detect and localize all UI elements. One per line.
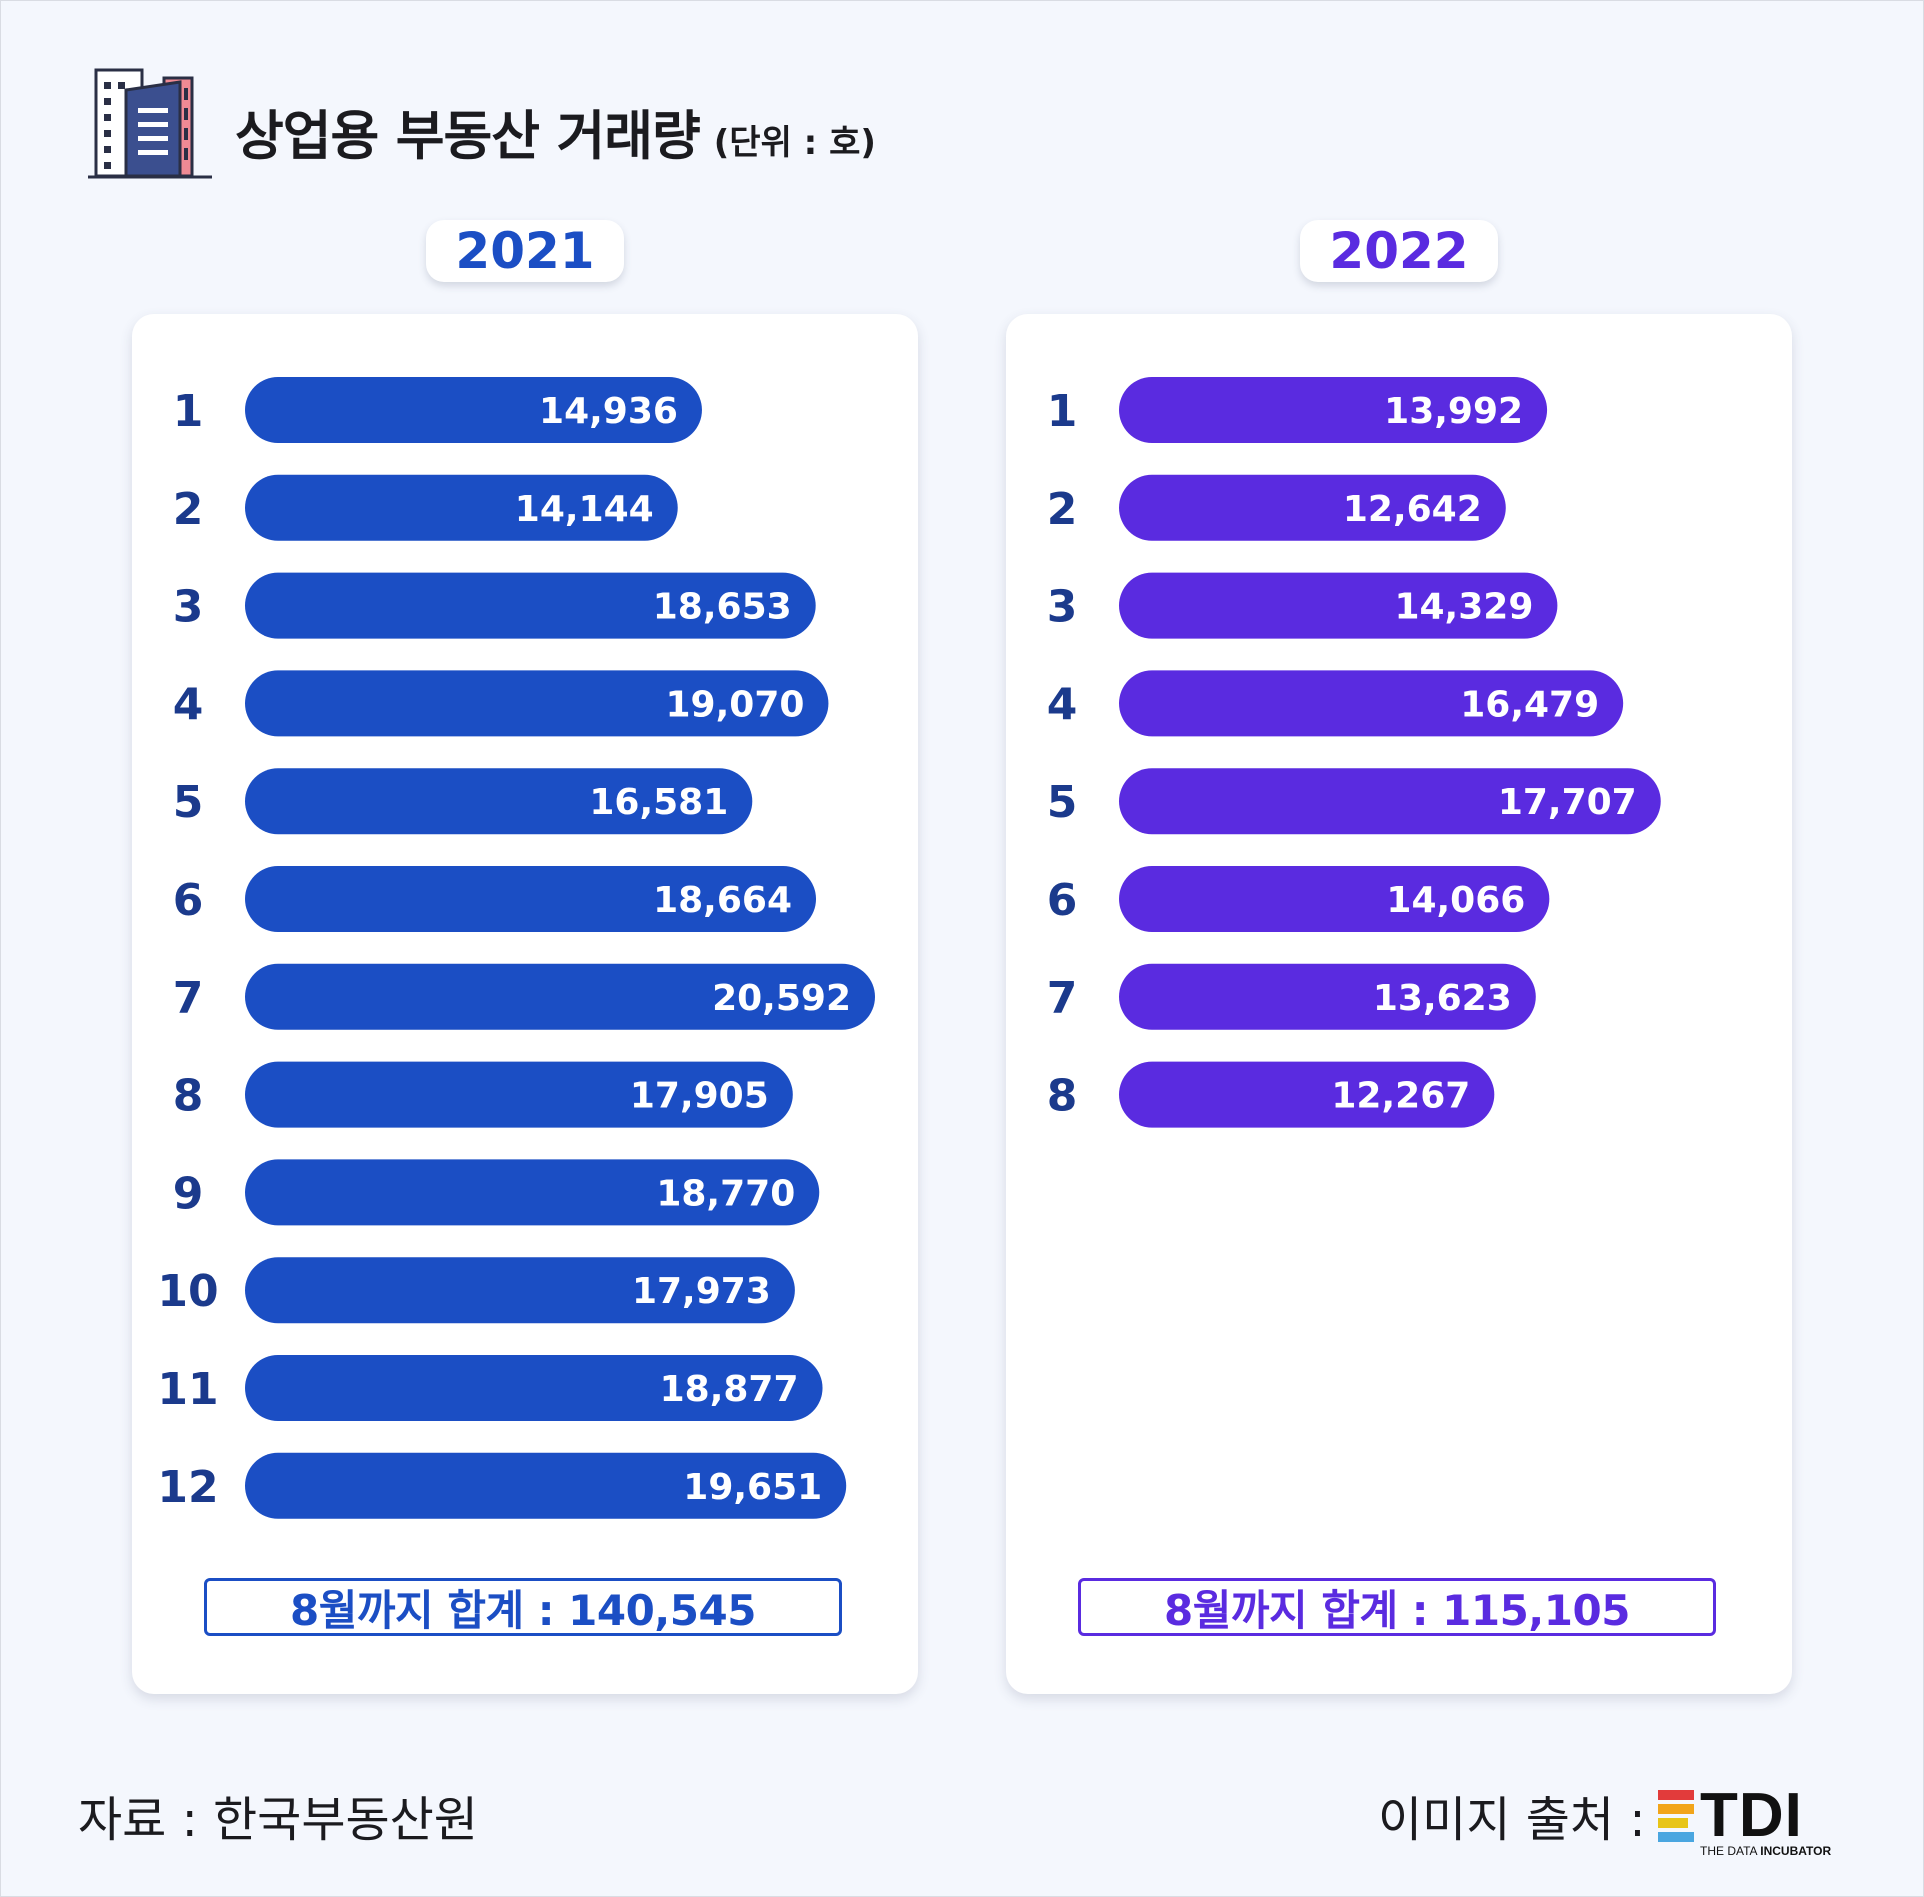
- bar: [1119, 768, 1661, 835]
- month-label: 4: [1047, 679, 1078, 730]
- month-label: 5: [173, 777, 204, 828]
- month-label: 1: [173, 386, 204, 437]
- total-2021: 8월까지 합계 : 140,545: [204, 1578, 842, 1636]
- bar-value-label: 13,623: [1373, 978, 1512, 1019]
- month-label: 8: [173, 1071, 204, 1122]
- logo-sub-light: THE DATA: [1700, 1844, 1761, 1858]
- month-label: 6: [1047, 875, 1078, 926]
- source-text: 자료 : 한국부동산원: [78, 1792, 478, 1848]
- bar-value-label: 12,642: [1343, 489, 1482, 530]
- month-label: 3: [173, 582, 204, 633]
- bar: [245, 1159, 820, 1226]
- bar-value-label: 18,664: [653, 880, 792, 921]
- month-label: 11: [157, 1364, 218, 1415]
- bar: [1119, 670, 1624, 737]
- month-label: 12: [157, 1462, 218, 1513]
- bar: [245, 377, 702, 443]
- bar: [1119, 377, 1548, 443]
- month-label: 2: [173, 484, 204, 535]
- logo-bar-orange: [1658, 1804, 1694, 1814]
- bar: [245, 1061, 793, 1128]
- bar: [245, 572, 816, 639]
- bar-value-label: 14,329: [1394, 587, 1533, 628]
- bar: [245, 474, 678, 541]
- bar-value-label: 19,070: [666, 684, 805, 725]
- bar-value-label: 14,144: [515, 489, 654, 530]
- tdi-logo: TDI THE DATA INCUBATOR: [1658, 1781, 1838, 1858]
- panel-2021: 1 14,936 2 14,144 3 18,653 4 19,070 5 16,581 6 18,6…: [132, 314, 918, 1694]
- bar-value-label: 13,992: [1384, 391, 1523, 432]
- bar: [1119, 866, 1550, 932]
- logo-bar-red: [1658, 1790, 1694, 1800]
- logo-bar-yellow: [1658, 1818, 1688, 1828]
- chart-title: 상업용 부동산 거래량 (단위 : 호): [235, 94, 876, 170]
- bar: [245, 866, 817, 932]
- bar: [245, 963, 875, 1030]
- month-label: 2: [1047, 484, 1078, 535]
- month-label: 9: [173, 1168, 204, 1219]
- bar-value-label: 12,267: [1331, 1076, 1470, 1117]
- bar: [1119, 963, 1536, 1030]
- bar-value-label: 18,877: [660, 1369, 799, 1410]
- year-label-2021: 2021: [426, 220, 624, 282]
- title-main: 상업용 부동산 거래량: [235, 106, 701, 167]
- bar-value-label: 16,581: [589, 782, 728, 823]
- building-icon: [88, 68, 212, 179]
- bar: [1119, 572, 1558, 639]
- bar: [245, 670, 829, 737]
- month-label: 6: [173, 875, 204, 926]
- month-label: 5: [1047, 777, 1078, 828]
- bar-value-label: 20,592: [712, 978, 851, 1019]
- logo-bar-blue: [1658, 1832, 1694, 1842]
- bar: [1119, 1061, 1495, 1128]
- bar-value-label: 14,936: [539, 391, 678, 432]
- month-label: 4: [173, 679, 204, 730]
- panel-2022: 1 13,992 2 12,642 3 14,329 4 16,479 5 17,707 6 14,0…: [1006, 314, 1792, 1694]
- bar-value-label: 18,770: [656, 1173, 795, 1214]
- image-credit: 이미지 출처 :: [1378, 1792, 1646, 1848]
- bar: [245, 1257, 795, 1324]
- bar: [1119, 474, 1506, 541]
- bar-chart-2022: 1 13,992 2 12,642 3 14,329 4 16,479 5 17,707 6 14,0…: [1047, 377, 1661, 1128]
- bar-value-label: 17,973: [632, 1271, 771, 1312]
- month-label: 3: [1047, 582, 1078, 633]
- logo-sub-bold: INCUBATOR: [1760, 1844, 1832, 1858]
- month-label: 8: [1047, 1071, 1078, 1122]
- bar-value-label: 14,066: [1386, 880, 1525, 921]
- month-label: 1: [1047, 386, 1078, 437]
- month-label: 7: [1047, 973, 1078, 1024]
- bar-value-label: 17,905: [630, 1076, 769, 1117]
- bar: [245, 1355, 823, 1421]
- year-label-2022: 2022: [1300, 220, 1498, 282]
- bar: [245, 1452, 847, 1519]
- bar-value-label: 16,479: [1460, 684, 1599, 725]
- title-unit: (단위 : 호): [713, 123, 876, 163]
- bar-value-label: 17,707: [1498, 782, 1637, 823]
- bar-chart-2021: 1 14,936 2 14,144 3 18,653 4 19,070 5 16,581 6 18,6…: [157, 377, 875, 1519]
- total-2022: 8월까지 합계 : 115,105: [1078, 1578, 1716, 1636]
- month-label: 10: [157, 1266, 218, 1317]
- bar-value-label: 18,653: [653, 587, 792, 628]
- bar-value-label: 19,651: [683, 1467, 822, 1508]
- logo-subtitle: THE DATA INCUBATOR: [1700, 1844, 1831, 1858]
- logo-text: TDI: [1700, 1781, 1803, 1850]
- month-label: 7: [173, 973, 204, 1024]
- bar: [245, 768, 753, 835]
